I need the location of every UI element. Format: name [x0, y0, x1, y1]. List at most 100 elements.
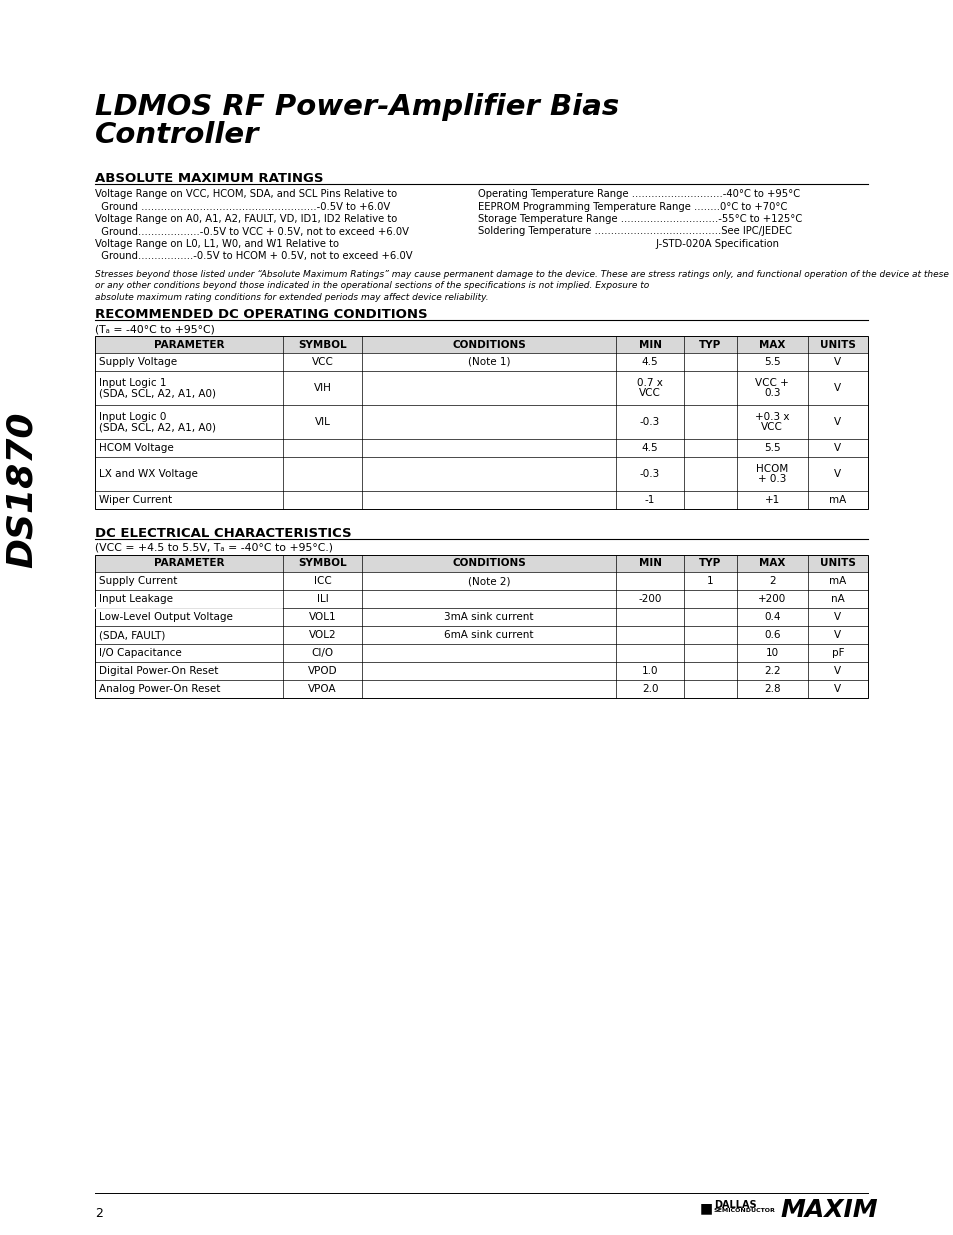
Text: MIN: MIN	[638, 340, 660, 350]
Text: 2.2: 2.2	[763, 666, 780, 676]
Text: mA: mA	[828, 576, 845, 585]
Text: Ground.................-0.5V to HCOM + 0.5V, not to exceed +6.0V: Ground.................-0.5V to HCOM + 0…	[95, 252, 413, 262]
Text: (Note 1): (Note 1)	[468, 357, 510, 367]
Text: VCC: VCC	[312, 357, 334, 367]
Text: EEPROM Programming Temperature Range ........0°C to +70°C: EEPROM Programming Temperature Range ...…	[477, 201, 786, 211]
Text: ■: ■	[700, 1200, 713, 1215]
Text: PARAMETER: PARAMETER	[153, 558, 224, 568]
Text: Low-Level Output Voltage: Low-Level Output Voltage	[99, 613, 233, 622]
Text: (Tₐ = -40°C to +95°C): (Tₐ = -40°C to +95°C)	[95, 324, 214, 333]
Text: ILI: ILI	[316, 594, 328, 604]
Text: (SDA, FAULT): (SDA, FAULT)	[99, 630, 165, 640]
Text: 5.5: 5.5	[763, 357, 780, 367]
Text: V: V	[834, 666, 841, 676]
Text: Supply Voltage: Supply Voltage	[99, 357, 177, 367]
Text: MAX: MAX	[759, 340, 784, 350]
Text: +0.3 x: +0.3 x	[754, 412, 788, 422]
Text: VPOA: VPOA	[308, 684, 336, 694]
Text: VOL2: VOL2	[309, 630, 336, 640]
Text: 0.6: 0.6	[763, 630, 780, 640]
Text: Supply Current: Supply Current	[99, 576, 177, 585]
Text: V: V	[834, 417, 841, 427]
Bar	[95, 555, 867, 698]
Text: Stresses beyond those listed under “Absolute Maximum Ratings” may cause permanen: Stresses beyond those listed under “Abso…	[95, 270, 948, 301]
Text: VPOD: VPOD	[308, 666, 337, 676]
Text: VIH: VIH	[314, 383, 332, 393]
Text: V: V	[834, 383, 841, 393]
Text: ABSOLUTE MAXIMUM RATINGS: ABSOLUTE MAXIMUM RATINGS	[95, 172, 323, 185]
Text: pF: pF	[831, 648, 843, 658]
Text: 0.4: 0.4	[763, 613, 780, 622]
Bar	[95, 336, 867, 509]
Text: Ground...................-0.5V to VCC + 0.5V, not to exceed +6.0V: Ground...................-0.5V to VCC + …	[95, 226, 409, 236]
Text: 3mA sink current: 3mA sink current	[444, 613, 534, 622]
Text: DS1870: DS1870	[5, 411, 39, 568]
Text: V: V	[834, 443, 841, 453]
Text: V: V	[834, 613, 841, 622]
Text: Input Logic 0: Input Logic 0	[99, 412, 166, 422]
Text: (VCC = +4.5 to 5.5V, Tₐ = -40°C to +95°C.): (VCC = +4.5 to 5.5V, Tₐ = -40°C to +95°C…	[95, 543, 333, 553]
Text: VIL: VIL	[314, 417, 331, 427]
Text: VCC +: VCC +	[755, 378, 788, 388]
Text: 2.0: 2.0	[641, 684, 658, 694]
Text: VOL1: VOL1	[309, 613, 336, 622]
Text: Input Leakage: Input Leakage	[99, 594, 172, 604]
Text: RECOMMENDED DC OPERATING CONDITIONS: RECOMMENDED DC OPERATING CONDITIONS	[95, 308, 427, 321]
Text: V: V	[834, 357, 841, 367]
Text: Wiper Current: Wiper Current	[99, 495, 172, 505]
Text: HCOM: HCOM	[755, 464, 787, 474]
Text: DALLAS: DALLAS	[713, 1200, 756, 1210]
Text: Input Logic 1: Input Logic 1	[99, 378, 167, 388]
Text: 2: 2	[95, 1207, 103, 1220]
Text: -200: -200	[638, 594, 661, 604]
Text: MAXIM: MAXIM	[780, 1198, 877, 1221]
Text: Voltage Range on L0, L1, W0, and W1 Relative to: Voltage Range on L0, L1, W0, and W1 Rela…	[95, 240, 338, 249]
Text: 1: 1	[706, 576, 713, 585]
Text: 6mA sink current: 6mA sink current	[444, 630, 534, 640]
Text: Storage Temperature Range ..............................-55°C to +125°C: Storage Temperature Range ..............…	[477, 214, 801, 224]
Bar	[95, 336, 867, 353]
Text: V: V	[834, 684, 841, 694]
Text: Operating Temperature Range ............................-40°C to +95°C: Operating Temperature Range ............…	[477, 189, 800, 199]
Text: CONDITIONS: CONDITIONS	[452, 340, 525, 350]
Text: MIN: MIN	[638, 558, 660, 568]
Text: Soldering Temperature .......................................See IPC/JEDEC: Soldering Temperature ..................…	[477, 226, 791, 236]
Text: UNITS: UNITS	[819, 558, 855, 568]
Text: Ground ......................................................-0.5V to +6.0V: Ground .................................…	[95, 201, 390, 211]
Text: 0.7 x: 0.7 x	[637, 378, 662, 388]
Text: -0.3: -0.3	[639, 469, 659, 479]
Text: VCC: VCC	[639, 388, 660, 398]
Text: SYMBOL: SYMBOL	[298, 558, 347, 568]
Text: 10: 10	[765, 648, 778, 658]
Text: Digital Power-On Reset: Digital Power-On Reset	[99, 666, 218, 676]
Text: -0.3: -0.3	[639, 417, 659, 427]
Text: 5.5: 5.5	[763, 443, 780, 453]
Text: Voltage Range on A0, A1, A2, FAULT, VD, ID1, ID2 Relative to: Voltage Range on A0, A1, A2, FAULT, VD, …	[95, 214, 396, 224]
Text: -1: -1	[644, 495, 655, 505]
Text: 4.5: 4.5	[641, 443, 658, 453]
Text: VCC: VCC	[760, 422, 782, 432]
Text: LX and WX Voltage: LX and WX Voltage	[99, 469, 197, 479]
Text: V: V	[834, 469, 841, 479]
Text: 2: 2	[768, 576, 775, 585]
Bar	[95, 555, 867, 572]
Text: I/O Capacitance: I/O Capacitance	[99, 648, 182, 658]
Text: CI/O: CI/O	[312, 648, 334, 658]
Text: TYP: TYP	[699, 558, 720, 568]
Text: +1: +1	[763, 495, 779, 505]
Text: +200: +200	[758, 594, 785, 604]
Text: (Note 2): (Note 2)	[468, 576, 510, 585]
Text: Controller: Controller	[95, 121, 259, 149]
Text: ICC: ICC	[314, 576, 332, 585]
Text: Voltage Range on VCC, HCOM, SDA, and SCL Pins Relative to: Voltage Range on VCC, HCOM, SDA, and SCL…	[95, 189, 396, 199]
Text: (SDA, SCL, A2, A1, A0): (SDA, SCL, A2, A1, A0)	[99, 422, 215, 432]
Text: 1.0: 1.0	[641, 666, 658, 676]
Text: + 0.3: + 0.3	[758, 474, 785, 484]
Text: TYP: TYP	[699, 340, 720, 350]
Text: HCOM Voltage: HCOM Voltage	[99, 443, 173, 453]
Text: Analog Power-On Reset: Analog Power-On Reset	[99, 684, 220, 694]
Text: LDMOS RF Power-Amplifier Bias: LDMOS RF Power-Amplifier Bias	[95, 93, 618, 121]
Text: 2.8: 2.8	[763, 684, 780, 694]
Text: PARAMETER: PARAMETER	[153, 340, 224, 350]
Text: MAX: MAX	[759, 558, 784, 568]
